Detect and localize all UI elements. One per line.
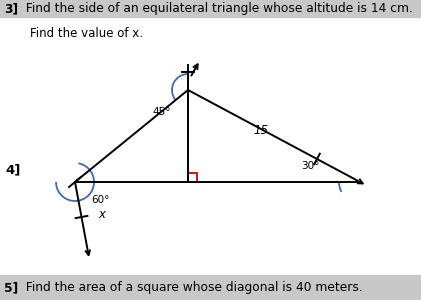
Bar (0, 0, 421, 17)
Text: 3]: 3] (4, 2, 18, 15)
Text: Find the area of a square whose diagonal is 40 meters.: Find the area of a square whose diagonal… (18, 281, 363, 294)
Text: 15: 15 (253, 124, 268, 137)
Bar (188, 173, 197, 182)
Text: Find the side of an equilateral triangle whose altitude is 14 cm.: Find the side of an equilateral triangle… (18, 2, 413, 15)
Text: 4]: 4] (5, 164, 20, 176)
Text: 45°: 45° (153, 107, 171, 117)
Text: Find the value of x.: Find the value of x. (30, 27, 143, 40)
Text: 5]: 5] (4, 281, 18, 294)
Text: x: x (98, 208, 105, 221)
Bar (0, 275, 421, 300)
Text: 60°: 60° (91, 195, 109, 205)
Text: 30°: 30° (301, 161, 319, 171)
